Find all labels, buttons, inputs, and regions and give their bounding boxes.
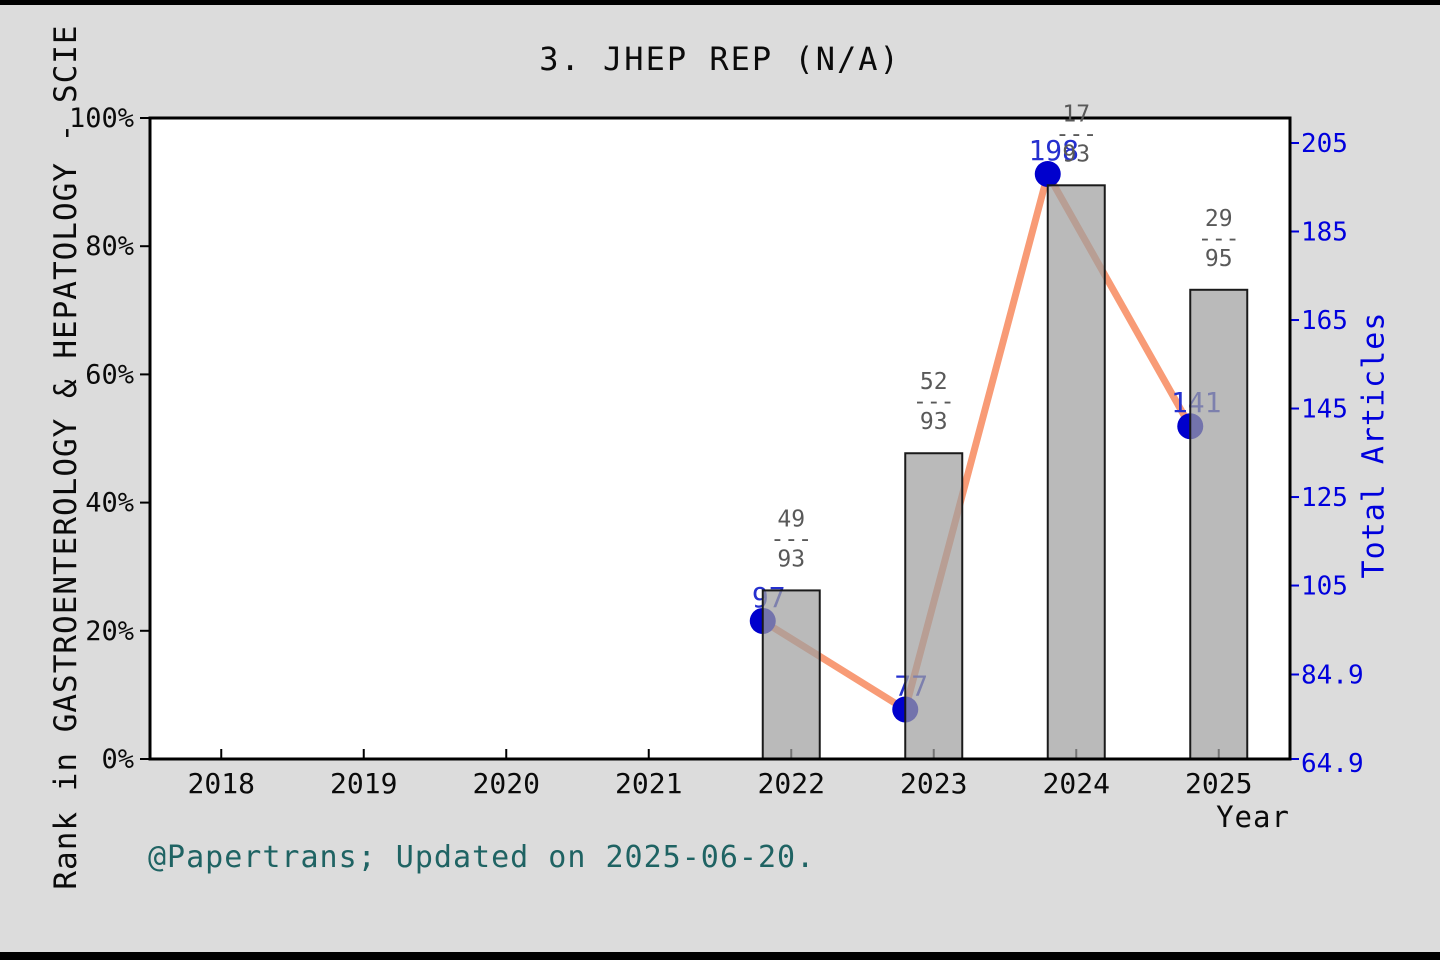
chart-title: 3. JHEP REP (N/A) — [539, 40, 901, 78]
rank-bar — [1046, 184, 1106, 760]
rank-fraction-separator: --- — [770, 526, 812, 552]
bottom-border-strip — [0, 952, 1440, 960]
rank-fraction-numerator: 29 — [1205, 206, 1233, 232]
right-tick-label: 185 — [1301, 218, 1348, 248]
left-tick-label: 40% — [85, 488, 134, 519]
footer-credit: @Papertrans; Updated on 2025-06-20. — [148, 840, 816, 875]
x-tick-label: 2022 — [758, 767, 825, 800]
x-tick-label: 2020 — [473, 767, 540, 800]
right-tick-label: 105 — [1301, 572, 1348, 602]
left-tick-label: 20% — [85, 616, 134, 647]
left-tick-label: 100% — [69, 103, 134, 134]
right-tick-label: 125 — [1301, 483, 1348, 513]
plot-border — [148, 116, 1292, 761]
rank-fraction-numerator: 49 — [777, 506, 805, 532]
rank-fraction-separator: --- — [913, 389, 955, 415]
x-tick-label: 2019 — [330, 767, 397, 800]
rank-fraction-separator: --- — [1055, 121, 1097, 147]
right-tick-label: 205 — [1301, 129, 1348, 159]
data-point — [1034, 160, 1061, 187]
rank-fraction-denominator: 93 — [1062, 141, 1090, 167]
rank-fraction-denominator: 95 — [1205, 246, 1233, 272]
right-tick-label: 145 — [1301, 395, 1348, 425]
rank-fraction-numerator: 52 — [920, 369, 948, 395]
x-tick-label: 2025 — [1185, 767, 1252, 800]
x-tick-label: 2024 — [1043, 767, 1110, 800]
x-axis-label: Year — [1216, 800, 1290, 834]
left-tick-label: 0% — [101, 744, 134, 775]
x-tick-label: 2021 — [615, 767, 682, 800]
right-tick-label: 84.9 — [1301, 660, 1364, 690]
right-tick-label: 64.9 — [1301, 749, 1364, 779]
rank-bar — [1189, 288, 1249, 760]
rank-fraction-denominator: 93 — [777, 546, 805, 572]
rank-fraction-denominator: 93 — [920, 409, 948, 435]
top-border-strip — [0, 0, 1440, 5]
right-tick-label: 165 — [1301, 306, 1348, 336]
rank-fraction-numerator: 17 — [1062, 101, 1090, 127]
plot-background — [150, 118, 1290, 759]
x-tick-label: 2018 — [188, 767, 255, 800]
left-tick-label: 60% — [85, 359, 134, 390]
rank-fraction-separator: --- — [1198, 226, 1240, 252]
rank-bar — [761, 589, 821, 760]
rank-bar — [904, 452, 964, 760]
x-tick-label: 2023 — [900, 767, 967, 800]
left-tick-label: 80% — [85, 231, 134, 262]
data-point-label: 198 — [1028, 134, 1079, 167]
total-articles-trend-line — [759, 170, 1194, 713]
